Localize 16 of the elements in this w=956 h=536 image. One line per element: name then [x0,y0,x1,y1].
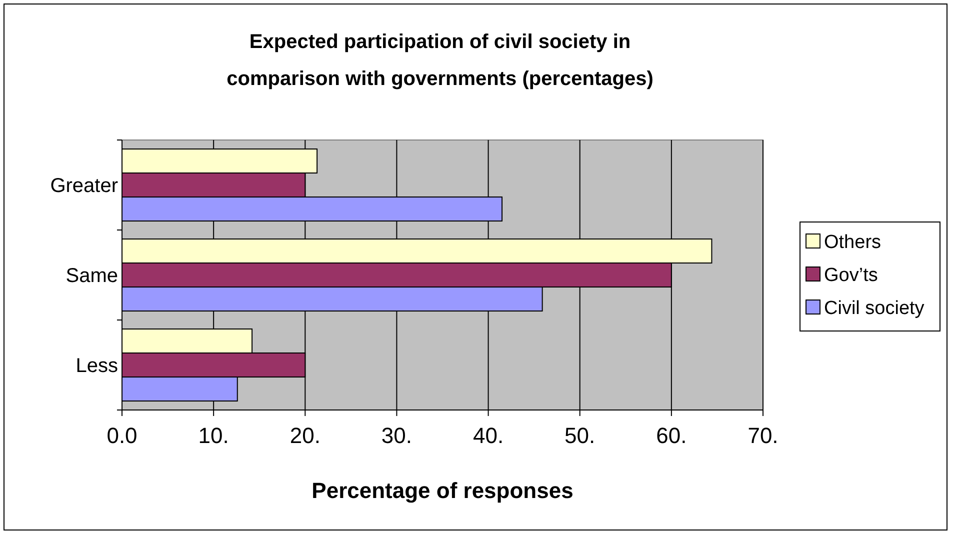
y-tick-label: Greater [50,175,118,197]
x-tick-label: 30. [381,423,412,448]
legend-label: Civil society [824,298,925,319]
chart-title: Expected participation of civil society in comparison with governments (percentages) [226,31,654,90]
x-tick-label: 10. [198,423,229,448]
x-tick-label: 20. [290,423,320,448]
x-tick-label: 70. [748,423,778,448]
legend-label: Gov’ts [824,265,878,286]
x-axis-title: Percentage of responses [312,478,574,503]
x-tick-label: 0.0 [106,423,138,448]
x-tick-label: 50. [564,423,596,448]
y-tick-label: Less [76,355,118,377]
x-tick-label: 40. [472,423,504,448]
x-tick-label: 60. [656,423,687,448]
legend-label: Others [824,232,882,253]
y-tick-label: Same [66,265,118,287]
